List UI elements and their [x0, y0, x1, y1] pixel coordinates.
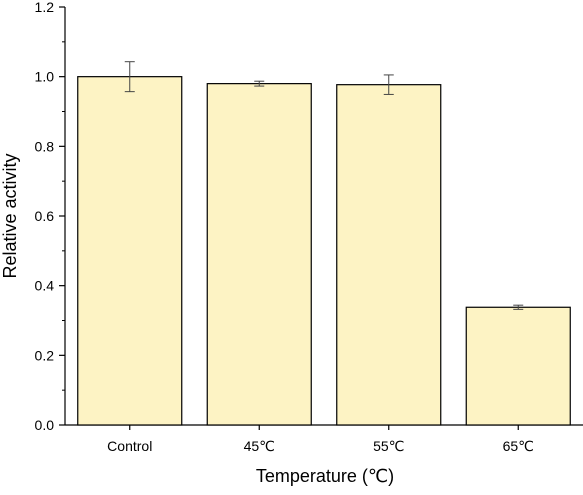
bar	[206, 83, 312, 426]
bar	[465, 306, 571, 426]
x-tick-label: 65℃	[503, 438, 534, 454]
x-tick-label: Control	[107, 438, 152, 454]
y-tick-label: 0.2	[35, 347, 55, 363]
bar	[77, 76, 183, 426]
bar	[336, 84, 442, 426]
x-axis-title: Temperature (℃)	[256, 466, 394, 486]
y-tick-label: 0.4	[35, 278, 55, 294]
y-tick-label: 0.0	[35, 417, 55, 433]
plot-area: 0.0 0.2 0.4 0.6 0.8 1.0 1.2 Control 45℃ 55℃ 65℃	[35, 0, 583, 454]
y-tick-label: 1.0	[35, 69, 55, 85]
y-tick-label: 1.2	[35, 0, 55, 15]
x-tick-label: 45℃	[244, 438, 275, 454]
x-tick-label: 55℃	[373, 438, 404, 454]
y-tick-label: 0.6	[35, 208, 55, 224]
y-tick-label: 0.8	[35, 138, 55, 154]
y-axis-title: Relative activity	[0, 153, 20, 278]
